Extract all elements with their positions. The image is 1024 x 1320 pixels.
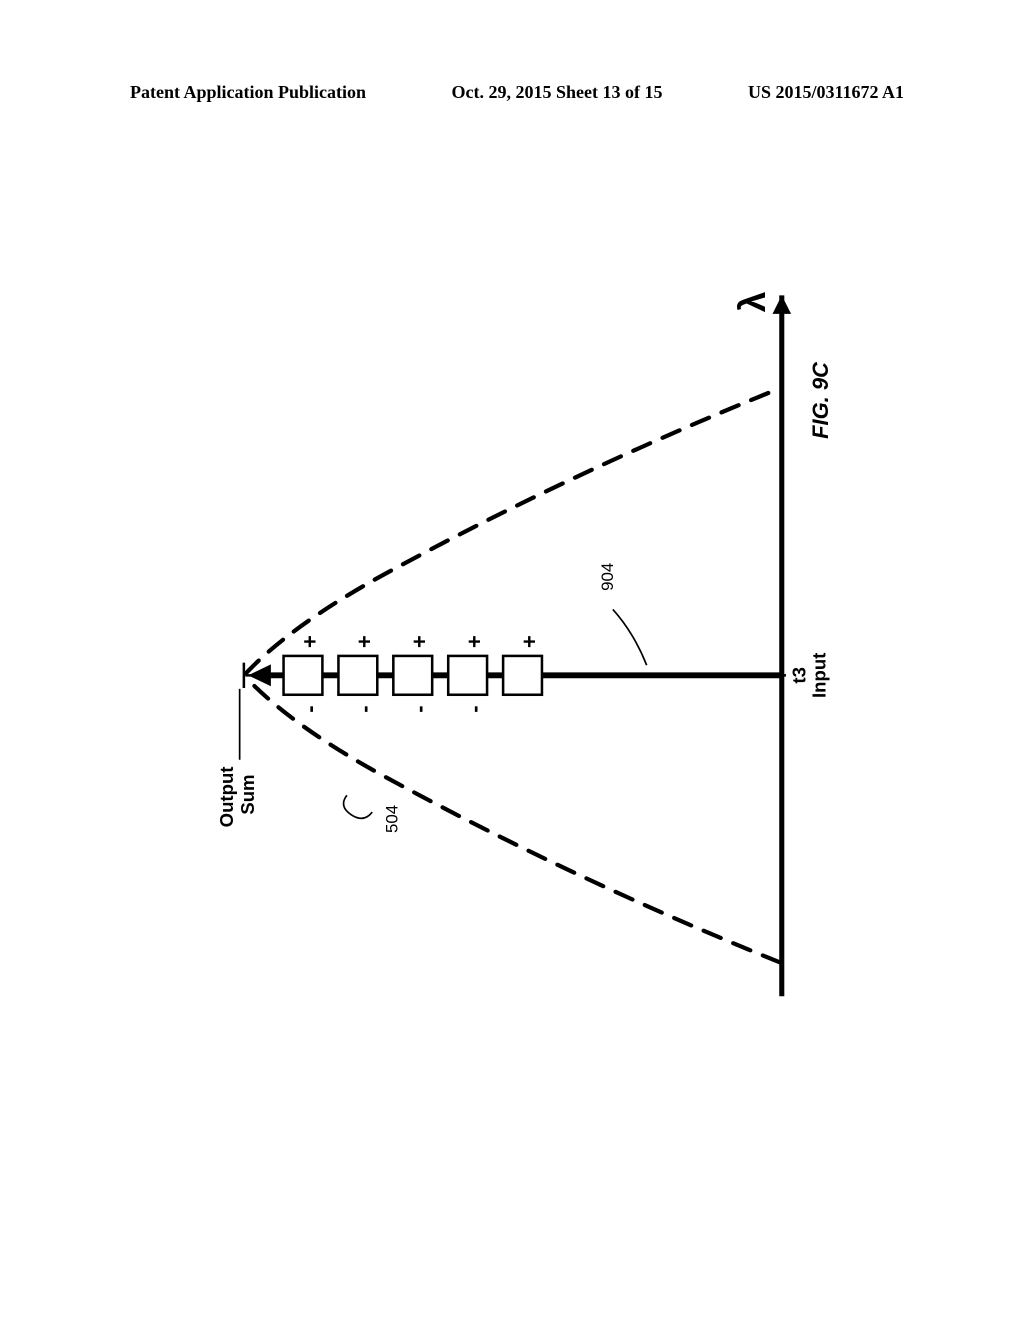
header-right: US 2015/0311672 A1 [748,82,904,103]
square-3 [393,656,432,695]
figure-title: FIG. 9C [808,361,833,439]
curve-right [246,388,781,673]
tick-t3: t3 [788,667,809,684]
ref-904: 904 [598,563,647,665]
ref-504: 504 [344,795,402,833]
plus-4: + [462,635,487,648]
x-axis [772,295,791,996]
page-header: Patent Application Publication Oct. 29, … [0,82,1024,103]
plus-2: + [352,635,377,648]
x-axis-label: λ [731,291,773,312]
header-left: Patent Application Publication [130,82,366,103]
square-5 [503,656,542,695]
plus-1: + [297,635,322,648]
y-axis-label-1: Output [216,767,237,828]
square-4 [448,656,487,695]
y-axis-label-2: Sum [237,774,258,814]
svg-text:504: 504 [383,805,402,833]
minus-4: - [462,705,487,712]
square-2 [338,656,377,695]
minus-2: - [352,705,377,712]
svg-text:904: 904 [598,563,617,591]
square-1 [284,656,323,695]
curve-504 [246,677,781,962]
header-center: Oct. 29, 2015 Sheet 13 of 15 [452,82,663,103]
figure-9c: - + - + - + - + + 504 904 Output Sum λ t… [140,200,900,1100]
plus-5: + [517,635,542,648]
figure-svg: - + - + - + - + + 504 904 Output Sum λ t… [70,270,970,1030]
minus-1: - [297,705,322,712]
minus-3: - [407,705,432,712]
plus-3: + [407,635,432,648]
input-label: Input [809,653,830,698]
squares-group: - + - + - + - + + [284,635,542,713]
